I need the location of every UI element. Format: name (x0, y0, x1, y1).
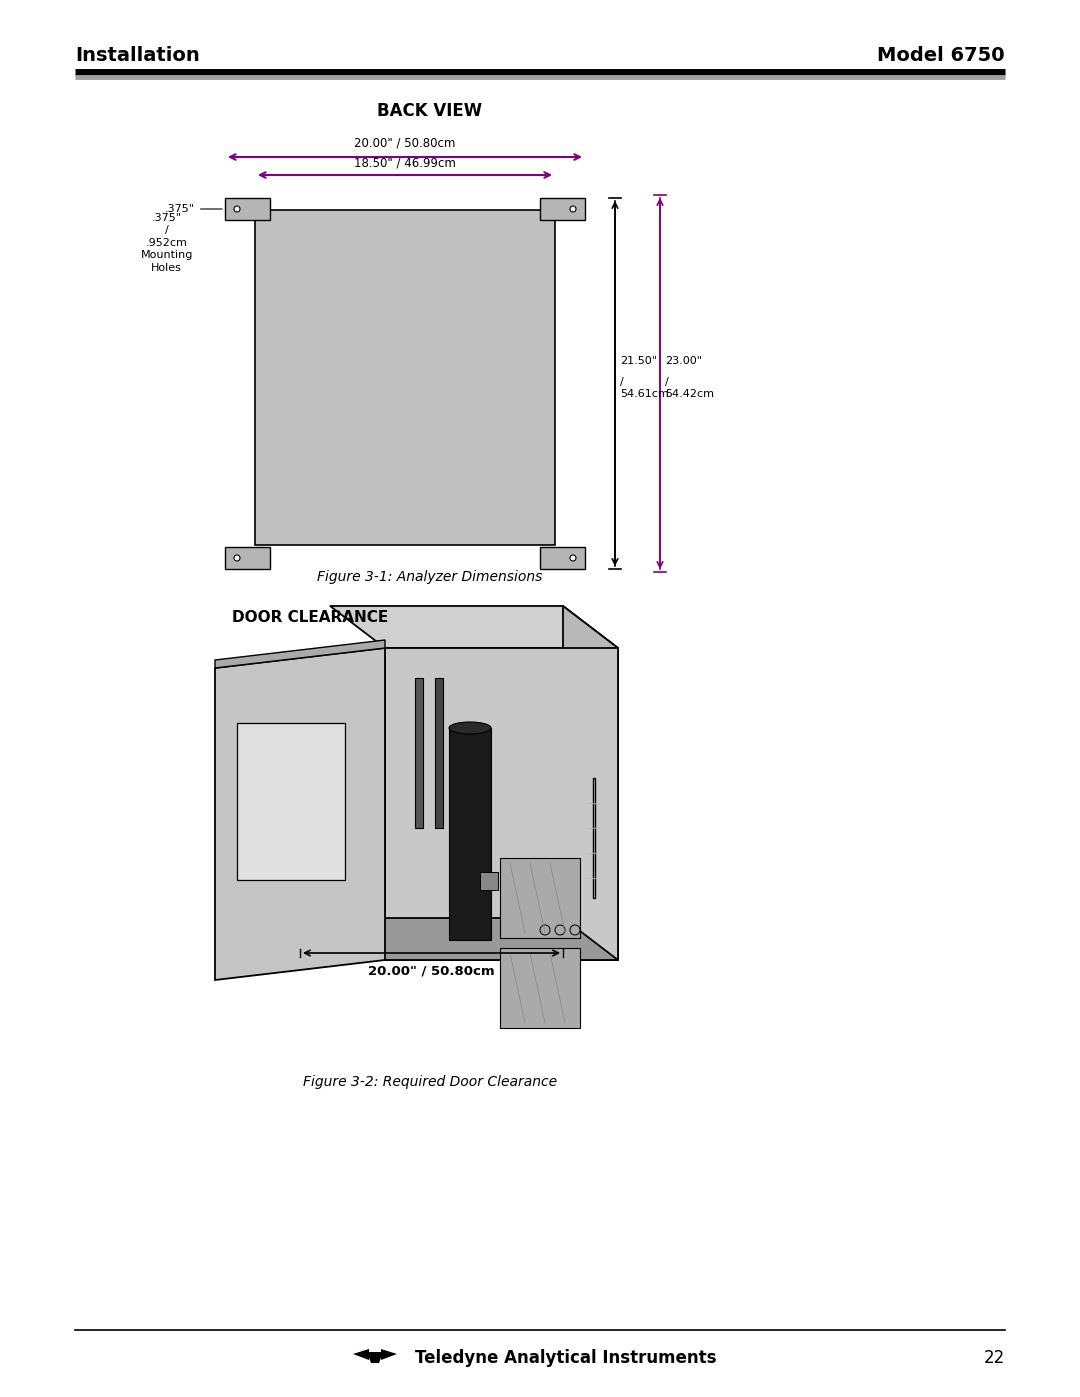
Polygon shape (500, 949, 580, 1028)
Circle shape (570, 925, 580, 935)
Text: Figure 3-1: Analyzer Dimensions: Figure 3-1: Analyzer Dimensions (318, 570, 542, 584)
Polygon shape (215, 640, 384, 668)
Circle shape (234, 205, 240, 212)
Polygon shape (353, 1350, 369, 1361)
Text: .375"
/
.952cm
Mounting
Holes: .375" / .952cm Mounting Holes (140, 212, 193, 272)
Polygon shape (381, 1350, 397, 1361)
Text: DOOR CLEARANCE: DOOR CLEARANCE (232, 610, 388, 624)
Bar (540, 198, 585, 219)
Bar (540, 548, 585, 569)
Circle shape (540, 925, 550, 935)
Text: /
54.42cm: / 54.42cm (665, 366, 714, 398)
Bar (449, 728, 491, 940)
Text: 22: 22 (984, 1350, 1005, 1368)
Polygon shape (330, 918, 618, 960)
Bar (435, 678, 443, 828)
Polygon shape (367, 1352, 383, 1363)
Text: /
54.61cm: / 54.61cm (620, 366, 669, 398)
Polygon shape (563, 606, 618, 960)
Text: BACK VIEW: BACK VIEW (377, 102, 483, 120)
Polygon shape (237, 724, 345, 880)
Text: 21.50": 21.50" (620, 355, 657, 366)
Bar (225, 198, 270, 219)
Bar (255, 210, 555, 545)
Text: Model 6750: Model 6750 (877, 46, 1005, 66)
Bar (593, 778, 595, 898)
Text: 23.00": 23.00" (665, 355, 702, 366)
Bar (225, 548, 270, 569)
Text: 18.50" / 46.99cm: 18.50" / 46.99cm (354, 156, 456, 169)
Circle shape (570, 555, 576, 562)
Text: 20.00" / 50.80cm: 20.00" / 50.80cm (368, 965, 495, 978)
Text: 20.00" / 50.80cm: 20.00" / 50.80cm (354, 137, 456, 149)
Polygon shape (384, 648, 618, 960)
Circle shape (555, 925, 565, 935)
Circle shape (570, 205, 576, 212)
Bar (415, 678, 423, 828)
Polygon shape (330, 606, 618, 648)
Circle shape (234, 555, 240, 562)
Text: Figure 3-2: Required Door Clearance: Figure 3-2: Required Door Clearance (302, 1076, 557, 1090)
Text: .375": .375" (165, 204, 222, 214)
Text: Teledyne Analytical Instruments: Teledyne Analytical Instruments (415, 1350, 716, 1368)
Polygon shape (500, 858, 580, 937)
Polygon shape (215, 648, 384, 981)
Text: Installation: Installation (75, 46, 200, 66)
Ellipse shape (449, 722, 491, 733)
Bar (480, 872, 498, 890)
